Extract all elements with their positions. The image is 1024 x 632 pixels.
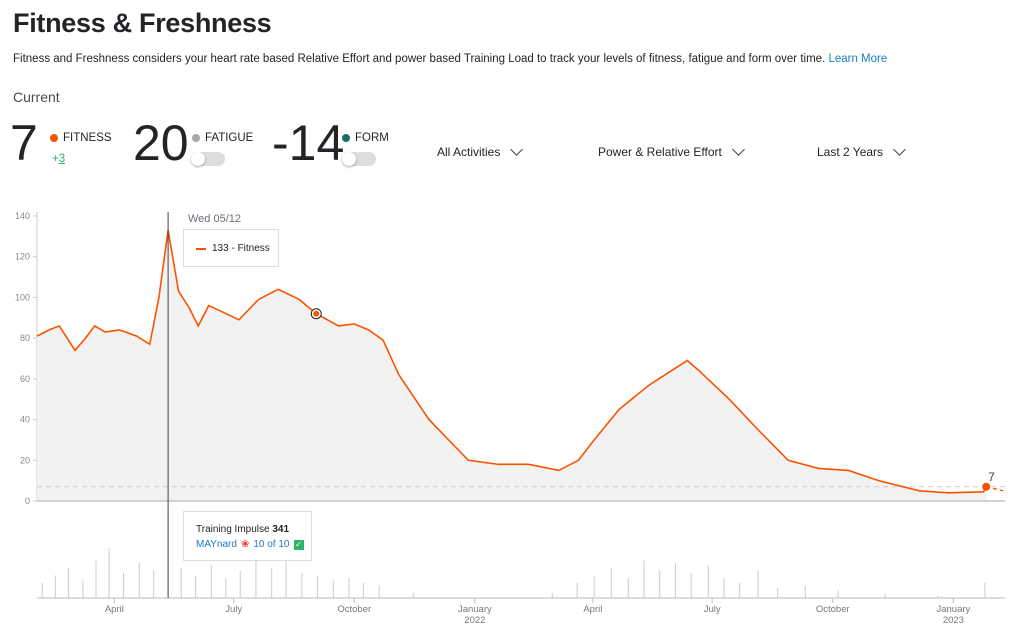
form-label: FORM bbox=[355, 132, 389, 144]
y-tick-label: 80 bbox=[20, 333, 30, 343]
x-tick-label: April bbox=[105, 604, 124, 615]
form-toggle[interactable] bbox=[342, 152, 376, 166]
check-icon: ✓ bbox=[293, 539, 304, 550]
fatigue-toggle[interactable] bbox=[191, 152, 225, 166]
form-value: -14 bbox=[272, 115, 345, 171]
activity-link[interactable]: MAYnard bbox=[196, 539, 237, 550]
y-tick-label: 20 bbox=[20, 455, 30, 465]
fitness-line-icon bbox=[196, 247, 206, 250]
tooltip-date: Wed 05/12 bbox=[188, 213, 242, 225]
fitness-line bbox=[36, 230, 987, 494]
y-tick-label: 0 bbox=[25, 496, 30, 506]
fatigue-label: FATIGUE bbox=[205, 132, 254, 144]
y-tick-label: 40 bbox=[20, 415, 30, 425]
page-title: Fitness & Freshness bbox=[13, 8, 272, 38]
current-value-label: 7 bbox=[988, 470, 995, 484]
x-tick-label: October bbox=[816, 604, 850, 615]
x-tick-label: April bbox=[583, 604, 602, 615]
fitness-tooltip: 133 - Fitness bbox=[183, 229, 279, 267]
impulse-tooltip: Training Impulse 341 MAYnard ❀ 10 of 10 ✓ bbox=[183, 511, 312, 561]
fitness-label: FITNESS bbox=[63, 132, 112, 144]
x-tick-label: October bbox=[337, 604, 371, 615]
y-tick-label: 100 bbox=[15, 292, 30, 302]
range-dropdown[interactable]: Last 2 Years bbox=[817, 143, 906, 159]
fitness-delta[interactable]: +3 bbox=[52, 153, 66, 165]
y-tick-label: 120 bbox=[15, 252, 30, 262]
fitness-area bbox=[37, 230, 987, 501]
x-tick-label: January bbox=[458, 604, 492, 615]
x-tick-label: January bbox=[936, 604, 970, 615]
fitness-dot-icon bbox=[50, 134, 58, 142]
current-label: Current bbox=[13, 89, 60, 105]
learn-more-link[interactable]: Learn More bbox=[828, 53, 888, 65]
description-text: Fitness and Freshness considers your hea… bbox=[13, 53, 826, 65]
y-tick-label: 140 bbox=[15, 211, 30, 221]
activities-dropdown[interactable]: All Activities bbox=[437, 143, 524, 159]
x-tick-label: July bbox=[225, 604, 242, 615]
fatigue-dot-icon bbox=[192, 134, 200, 142]
metric-dropdown[interactable]: Power & Relative Effort bbox=[598, 143, 745, 159]
x-tick-year: 2022 bbox=[464, 615, 485, 626]
y-tick-label: 60 bbox=[20, 374, 30, 384]
x-tick-year: 2023 bbox=[943, 615, 964, 626]
form-dot-icon bbox=[342, 134, 350, 142]
effort-icon: ❀ bbox=[240, 539, 250, 550]
x-tick-label: July bbox=[704, 604, 721, 615]
description: Fitness and Freshness considers your hea… bbox=[13, 53, 887, 65]
hover-point bbox=[313, 310, 320, 317]
fatigue-value: 20 bbox=[133, 115, 189, 171]
fitness-value: 7 bbox=[10, 115, 38, 171]
current-point bbox=[982, 482, 991, 491]
